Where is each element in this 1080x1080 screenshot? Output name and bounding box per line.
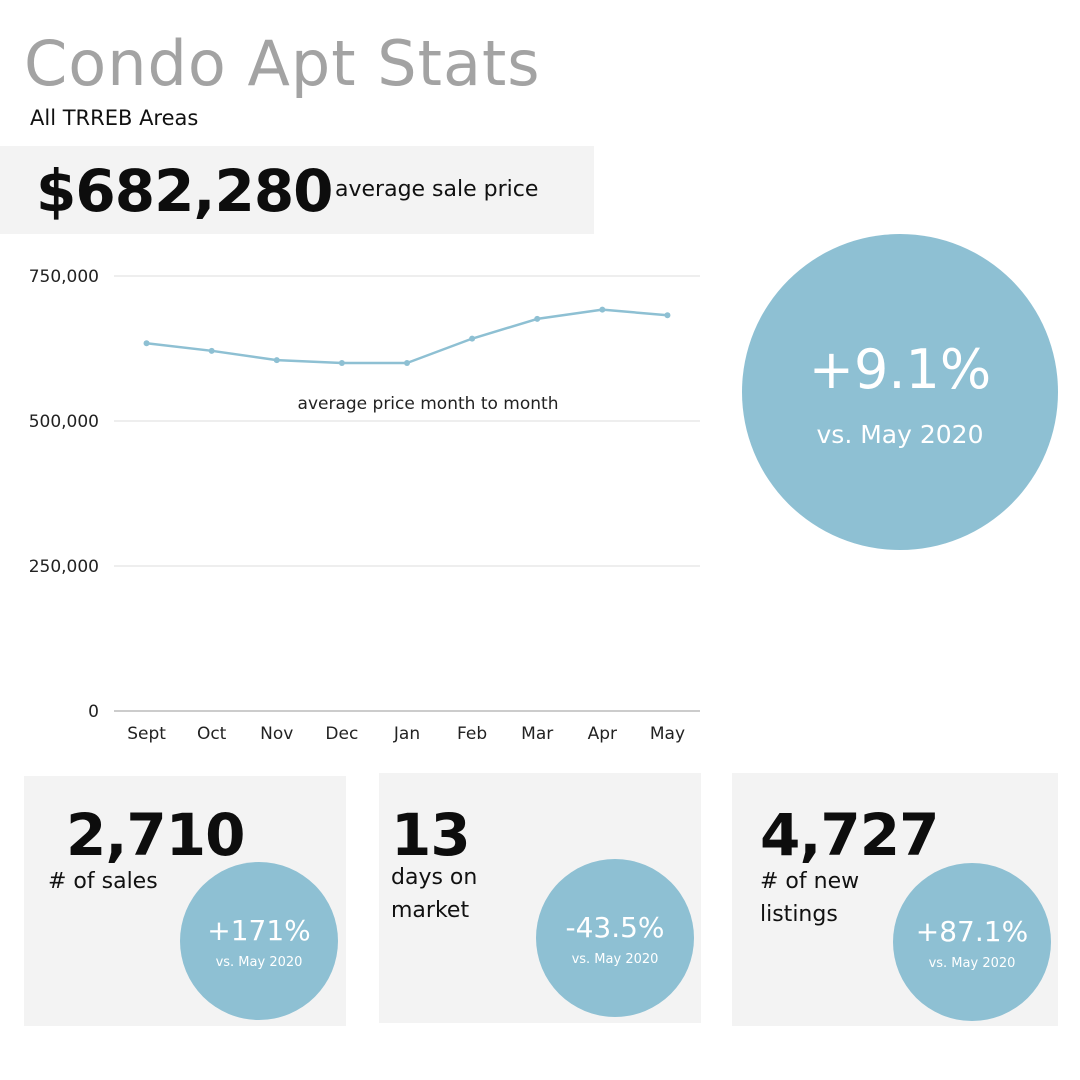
days-on-market-value: 13 [391,801,471,869]
sales-change-circle: +171% vs. May 2020 [180,862,338,1020]
new-listings-card: 4,727 # of new listings +87.1% vs. May 2… [732,773,1058,1026]
x-tick-label: Apr [588,724,617,744]
x-tick-label: Oct [197,724,227,744]
x-tick-label: Sept [127,724,166,744]
price-line-chart: 0 250,000 500,000 750,000 Sept Oct Nov Dec Jan Fe… [29,267,700,744]
sales-card: 2,710 # of sales +171% vs. May 2020 [24,776,346,1026]
price-data-point [143,340,150,347]
days-on-market-change-label: vs. May 2020 [571,952,659,967]
x-tick-label: Feb [457,724,487,744]
average-price-label: average sale price [335,177,539,202]
new-listings-change-circle: +87.1% vs. May 2020 [893,863,1051,1021]
price-data-point [338,360,345,366]
days-on-market-change-circle: -43.5% vs. May 2020 [536,859,694,1017]
price-data-point [599,306,606,313]
yoy-change-label: vs. May 2020 [816,420,984,449]
price-data-point [404,360,410,366]
price-data-point [664,312,671,319]
new-listings-change-value: +87.1% [915,915,1029,948]
price-data-point [534,315,541,322]
average-price-value: $682,280 [36,157,334,225]
y-tick-label: 500,000 [29,412,99,432]
page-subtitle: All TRREB Areas [30,106,199,130]
x-tick-label: Nov [260,724,293,744]
new-listings-change-label: vs. May 2020 [928,956,1016,971]
x-tick-label: Mar [521,724,553,744]
y-tick-label: 750,000 [29,267,99,287]
sales-label: # of sales [48,869,158,894]
y-tick-label: 0 [88,702,99,722]
price-data-point [273,357,280,364]
x-tick-label: Jan [393,724,420,744]
sales-value: 2,710 [66,801,245,869]
new-listings-value: 4,727 [760,801,939,869]
page-title: Condo Apt Stats [24,27,541,100]
x-tick-label: Dec [325,724,358,744]
sales-change-value: +171% [207,914,311,947]
days-on-market-card: 13 days on market -43.5% vs. May 2020 [379,773,701,1023]
y-tick-label: 250,000 [29,557,99,577]
price-data-point [469,335,476,342]
yoy-change-circle: +9.1% vs. May 2020 [742,234,1058,550]
days-on-market-label: days on market [391,865,478,923]
yoy-change-value: +9.1% [808,338,992,401]
days-on-market-change-value: -43.5% [565,911,665,944]
price-data-point [208,347,215,354]
sales-change-label: vs. May 2020 [215,955,303,970]
x-tick-label: May [650,724,685,744]
price-series-line [145,308,669,365]
new-listings-label: # of new listings [760,869,860,927]
chart-title: average price month to month [298,394,559,414]
average-price-panel: $682,280 average sale price [0,146,594,234]
